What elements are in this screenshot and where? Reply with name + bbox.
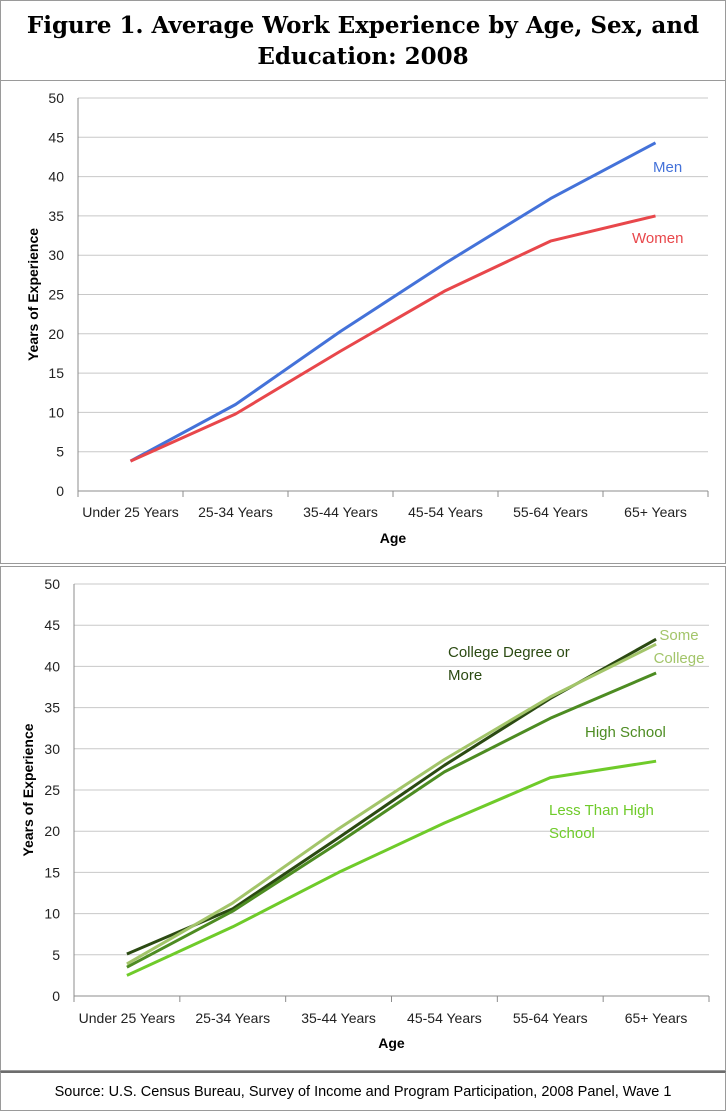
y-tick-label: 15 (44, 864, 60, 880)
series-line-men (129, 141, 657, 463)
series-line-less-than-high-school (126, 759, 657, 977)
y-tick-label: 10 (48, 404, 64, 420)
x-axis-title: Age (380, 530, 407, 546)
x-tick-label: 25-34 Years (195, 1010, 270, 1026)
x-tick-label: 55-64 Years (513, 504, 588, 520)
y-tick-label: 40 (48, 169, 64, 185)
figure-title: Figure 1. Average Work Experience by Age… (0, 0, 726, 80)
x-tick-label: 25-34 Years (198, 504, 273, 520)
series-label-less-than-high-school: Less Than High School (549, 802, 654, 842)
y-tick-label: 45 (44, 617, 60, 633)
x-tick-label: 45-54 Years (408, 504, 483, 520)
y-tick-label: 45 (48, 129, 64, 145)
y-tick-label: 10 (44, 906, 60, 922)
x-tick-label: 65+ Years (624, 504, 687, 520)
y-tick-label: 20 (48, 326, 64, 342)
source-text: Source: U.S. Census Bureau, Survey of In… (54, 1083, 672, 1100)
series-label-women: Women (632, 230, 683, 247)
series-label-college-degree-or-more: College Degree or More (448, 644, 570, 684)
chart-sex: 0 5 10 15 20 25 30 35 40 45 50 Under 25 Years 25-34 … (25, 90, 709, 546)
y-tick-label: 20 (44, 823, 60, 839)
chart-education: 0 5 10 15 20 25 30 35 40 45 50 Under 25 Years 25-34 … (20, 576, 710, 1051)
y-tick-label: 5 (52, 947, 60, 963)
series-line-some-college (126, 642, 657, 966)
y-tick-label: 0 (56, 483, 64, 499)
x-tick-label: Under 25 Years (82, 504, 179, 520)
x-axis-title: Age (378, 1035, 405, 1051)
y-tick-label: 15 (48, 365, 64, 381)
series-line-women (129, 214, 656, 463)
y-tick-label: 0 (52, 988, 60, 1004)
chart-panel-sex: 0 5 10 15 20 25 30 35 40 45 50 Under 25 Years 25-34 … (0, 80, 726, 564)
y-tick-label: 25 (44, 782, 60, 798)
x-tick-label: 65+ Years (625, 1010, 688, 1026)
y-tick-label: 5 (56, 444, 64, 460)
figure-title-text: Figure 1. Average Work Experience by Age… (26, 11, 700, 70)
y-tick-label: 50 (44, 576, 60, 592)
series-label-men: Men (653, 159, 682, 176)
series-label-high-school: High School (585, 724, 666, 741)
y-tick-label: 40 (44, 658, 60, 674)
x-tick-label: Under 25 Years (79, 1010, 176, 1026)
x-tick-label: 45-54 Years (407, 1010, 482, 1026)
x-tick-label: 35-44 Years (301, 1010, 376, 1026)
series-line-high-school (126, 671, 657, 969)
y-tick-label: 35 (44, 700, 60, 716)
x-tick-label: 35-44 Years (303, 504, 378, 520)
source-note: Source: U.S. Census Bureau, Survey of In… (0, 1071, 726, 1111)
x-tick-label: 55-64 Years (513, 1010, 588, 1026)
y-axis-title: Years of Experience (25, 228, 41, 361)
y-axis-title: Years of Experience (20, 723, 36, 856)
y-tick-label: 25 (48, 287, 64, 303)
y-tick-label: 35 (48, 208, 64, 224)
series-line-college-degree-or-more (126, 637, 657, 956)
y-tick-label: 30 (48, 247, 64, 263)
y-tick-label: 50 (48, 90, 64, 106)
chart-panel-education: 0 5 10 15 20 25 30 35 40 45 50 Under 25 Years 25-34 … (0, 566, 726, 1071)
y-tick-label: 30 (44, 741, 60, 757)
series-label-some-college: Some College (654, 627, 705, 667)
